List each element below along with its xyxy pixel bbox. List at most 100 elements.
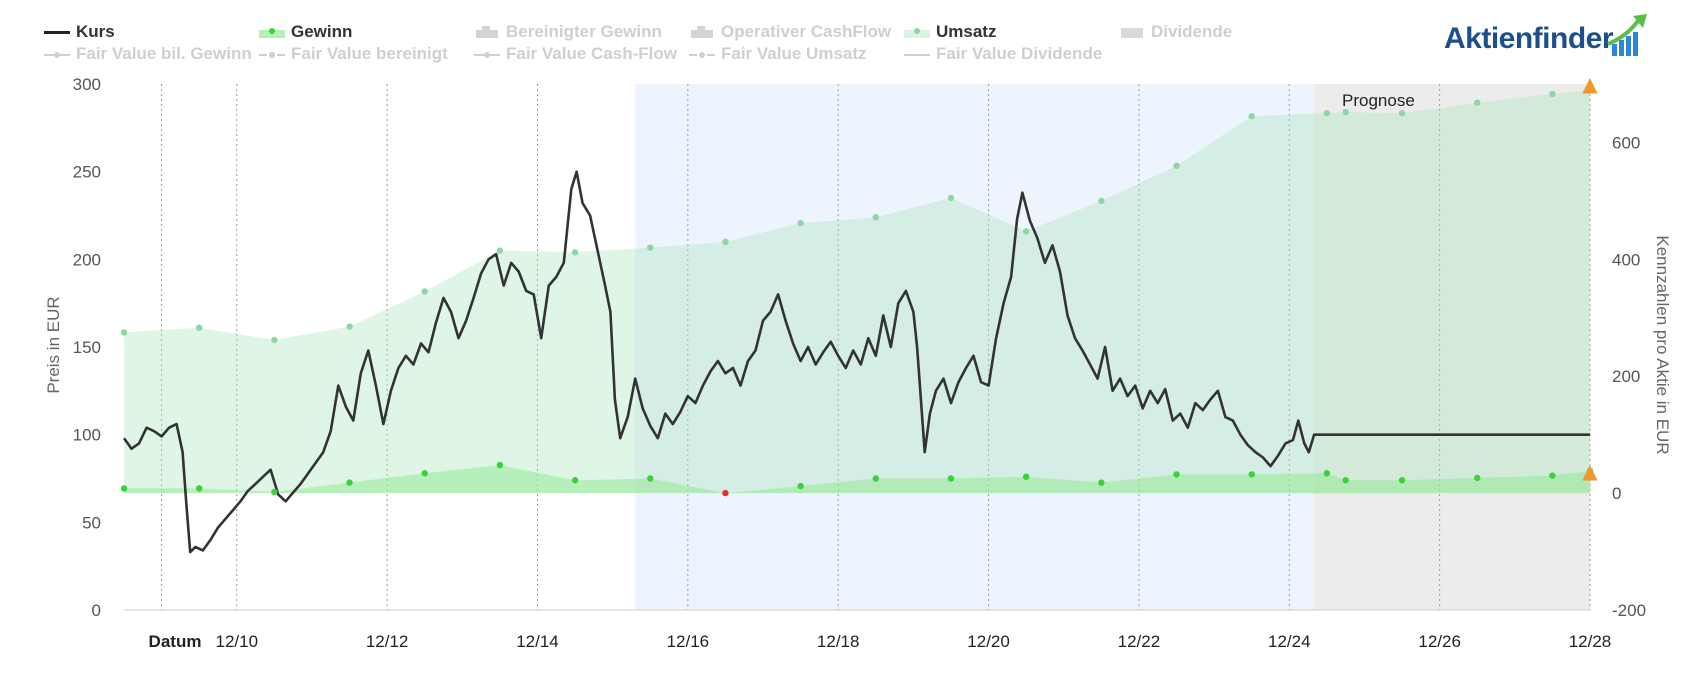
legend-label: Fair Value bil. Gewinn xyxy=(76,44,252,63)
legend-item-bereinigter-gewinn[interactable]: Bereinigter Gewinn xyxy=(474,22,662,42)
y-axis-left-title: Preis in EUR xyxy=(44,296,63,393)
point-gewinn xyxy=(421,470,428,477)
y-tick-left-label: 100 xyxy=(73,426,101,445)
line-dot-icon xyxy=(474,48,500,60)
legend-label: Dividende xyxy=(1151,22,1233,41)
point-umsatz xyxy=(647,244,654,251)
x-tick-label: 12/20 xyxy=(967,632,1010,651)
legend-label: Fair Value Dividende xyxy=(936,44,1103,63)
x-tick-label: 12/24 xyxy=(1268,632,1311,651)
point-umsatz xyxy=(120,329,128,336)
legend-item-dividende[interactable]: Dividende xyxy=(1119,22,1232,42)
point-gewinn xyxy=(1022,473,1030,480)
legend-item-operativer-cashflow[interactable]: Operativer CashFlow xyxy=(689,22,891,42)
shaded-band-0 xyxy=(635,84,1315,610)
legend-item-kurs[interactable]: Kurs xyxy=(44,22,115,42)
point-gewinn xyxy=(346,479,353,486)
series-line-kurs xyxy=(122,170,1590,554)
y-tick-right-label: 200 xyxy=(1612,367,1640,386)
point-umsatz xyxy=(722,238,729,245)
point-umsatz xyxy=(797,219,804,227)
point-umsatz xyxy=(346,323,353,330)
y-tick-left-label: 50 xyxy=(82,513,101,532)
legend-label: Kurs xyxy=(76,22,115,41)
point-umsatz xyxy=(1474,99,1481,106)
y-axis-left-ticks: 0 50 100 150 200 250 300 xyxy=(73,75,101,620)
annotations: ▲▲ xyxy=(1582,72,1598,483)
x-tick-label: 12/28 xyxy=(1569,632,1612,651)
shaded-bands xyxy=(635,84,1590,610)
y-tick-left-label: 300 xyxy=(73,75,101,94)
box-icon xyxy=(1119,26,1145,38)
point-gewinn xyxy=(496,461,504,469)
point-gewinn xyxy=(195,485,203,492)
point-umsatz xyxy=(1586,86,1594,94)
point-umsatz xyxy=(1398,110,1406,117)
point-umsatz xyxy=(1549,90,1556,98)
aktienfinder-logo[interactable]: Aktienfinder xyxy=(1440,14,1650,62)
x-axis-ticks: 12/10 12/12 12/14 12/16 12/18 12/20 12/22 12/24… xyxy=(215,632,1611,651)
point-gewinn xyxy=(797,482,804,490)
point-umsatz xyxy=(195,324,203,331)
line-dot-icon xyxy=(44,48,70,60)
legend-item-fair-value-bereinigt[interactable]: Fair Value bereinigt xyxy=(259,44,448,64)
point-umsatz xyxy=(872,214,879,221)
point-gewinn xyxy=(1323,470,1331,477)
legend-label: Operativer CashFlow xyxy=(721,22,892,41)
line-icon xyxy=(904,48,930,60)
x-tick-label: 12/26 xyxy=(1418,632,1461,651)
logo-text: Aktienfinder xyxy=(1444,22,1614,55)
point-gewinn xyxy=(1398,477,1406,484)
point-gewinn xyxy=(1248,471,1255,478)
point-gewinn xyxy=(271,488,278,496)
x-tick-label: 12/12 xyxy=(366,632,409,651)
legend-item-fair-value-cash-flow[interactable]: Fair Value Cash-Flow xyxy=(474,44,677,64)
legend-item-gewinn[interactable]: Gewinn xyxy=(259,22,352,42)
series-lines xyxy=(122,170,1590,554)
forecast-marker-triangle: ▲ xyxy=(1582,72,1598,96)
legend-item-fair-value-umsatz[interactable]: Fair Value Umsatz xyxy=(689,44,867,64)
legend-label: Fair Value bereinigt xyxy=(291,44,448,63)
point-gewinn xyxy=(571,477,579,484)
point-umsatz xyxy=(1098,197,1105,205)
point-umsatz xyxy=(571,249,579,256)
y-tick-left-label: 150 xyxy=(73,338,101,357)
legend-item-umsatz[interactable]: Umsatz xyxy=(904,22,996,42)
column-icon xyxy=(474,26,500,38)
dash-dot-icon xyxy=(689,48,715,60)
series-area-umsatz xyxy=(124,89,1590,494)
legend-item-fair-value-bil-gewinn[interactable]: Fair Value bil. Gewinn xyxy=(44,44,252,64)
legend-label: Gewinn xyxy=(291,22,353,41)
point-umsatz xyxy=(1022,228,1030,235)
x-tick-label: 12/18 xyxy=(817,632,860,651)
y-tick-right-label: -200 xyxy=(1612,601,1646,620)
chart-legend: Kurs Gewinn Bereinigter Gewinn Operative… xyxy=(44,22,1344,72)
point-gewinn xyxy=(120,485,128,492)
point-gewinn xyxy=(947,475,955,482)
area-dot-icon xyxy=(259,26,285,38)
line-icon xyxy=(44,26,70,38)
legend-label: Fair Value Cash-Flow xyxy=(506,44,677,63)
point-gewinn xyxy=(1098,479,1105,486)
point-umsatz xyxy=(947,194,955,202)
point-gewinn xyxy=(872,475,879,482)
forecast-marker-triangle: ▲ xyxy=(1582,459,1598,483)
point-umsatz xyxy=(271,336,278,344)
point-gewinn xyxy=(1474,474,1481,482)
y-axis-right-title: Kennzahlen pro Aktie in EUR xyxy=(1653,235,1672,454)
x-tick-label: 12/16 xyxy=(667,632,710,651)
logo-bars-arrow-icon xyxy=(1607,14,1647,56)
legend-item-fair-value-dividende[interactable]: Fair Value Dividende xyxy=(904,44,1102,64)
forecast-label: Prognose xyxy=(1342,91,1415,110)
column-icon xyxy=(689,26,715,38)
y-tick-right-label: 400 xyxy=(1612,250,1640,269)
point-gewinn xyxy=(1342,477,1349,484)
series-area-gewinn xyxy=(124,465,1590,494)
point-umsatz xyxy=(421,288,428,295)
series-points xyxy=(120,86,1594,497)
y-tick-left-label: 250 xyxy=(73,163,101,182)
series-areas xyxy=(124,89,1590,494)
point-gewinn xyxy=(1586,467,1594,475)
point-gewinn xyxy=(1173,471,1180,478)
